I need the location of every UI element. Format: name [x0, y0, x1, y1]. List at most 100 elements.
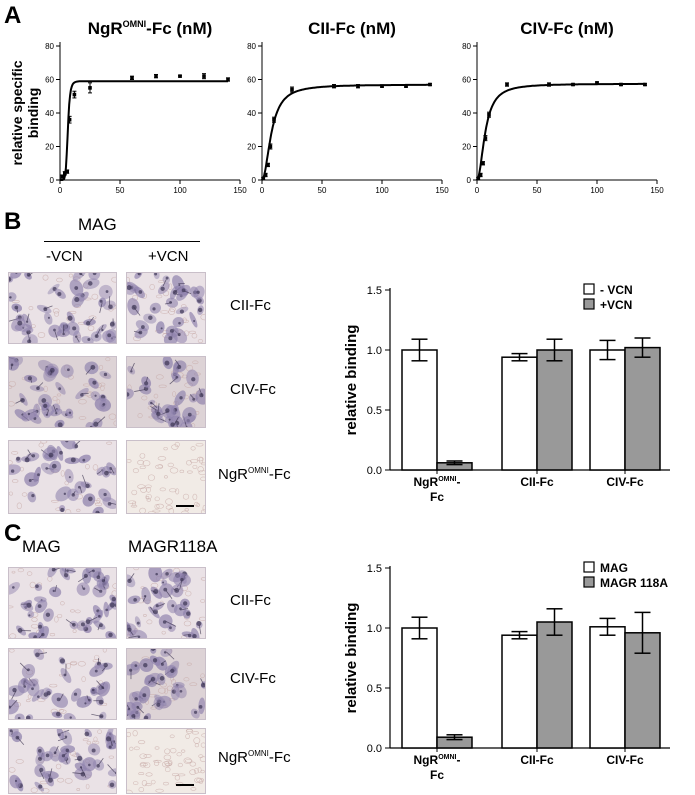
title-superscript: OMNI — [123, 19, 147, 29]
title-part: CIV-Fc (nM) — [520, 19, 614, 38]
micro-speckle — [112, 583, 116, 589]
micro-speckle — [96, 498, 101, 504]
legend-swatch — [583, 298, 595, 310]
micro-nucleus — [84, 731, 90, 737]
data-point — [483, 136, 488, 140]
micro-nucleus — [28, 614, 31, 617]
chart-title: CII-Fc (nM) — [308, 19, 396, 38]
micro-cell — [189, 311, 198, 328]
micro-process — [111, 468, 115, 474]
micro-nucleus — [69, 716, 72, 719]
micro-speckle — [197, 767, 202, 773]
micro-nucleus — [138, 290, 143, 294]
micro-speckle — [127, 459, 132, 463]
micro-cell — [64, 468, 74, 483]
micro-nucleus — [196, 620, 202, 627]
micro-nucleus — [201, 682, 205, 688]
micro-speckle — [9, 767, 16, 773]
micro-speckle — [188, 330, 196, 334]
y-tick-label: 60 — [247, 76, 256, 85]
micro-speckle — [164, 475, 168, 479]
micro-nucleus — [175, 375, 179, 379]
micro-nucleus — [103, 492, 107, 497]
micro-speckle — [139, 453, 146, 459]
micro-nucleus — [103, 662, 108, 668]
micro-nucleus — [9, 276, 12, 282]
y-tick-label: 20 — [462, 143, 471, 152]
micro-speckle — [155, 788, 164, 793]
micro-speckle — [58, 708, 64, 713]
micro-process — [97, 624, 100, 631]
x-tick-label: 150 — [233, 186, 247, 195]
category-label-line2: Fc — [430, 768, 444, 782]
micro-speckle — [37, 332, 46, 338]
micro-speckle — [9, 491, 13, 496]
data-point — [478, 173, 483, 177]
y-tick-label: 20 — [247, 143, 256, 152]
micro-speckle — [138, 786, 145, 793]
micro-nucleus — [98, 614, 101, 618]
micro-speckle — [75, 609, 81, 614]
panel-c-col-mag: MAG — [22, 537, 61, 556]
micro-nucleus — [153, 589, 159, 595]
micro-process — [110, 502, 116, 505]
micro-nucleus — [75, 335, 78, 339]
y-tick-label: 0 — [50, 176, 55, 185]
micro-speckle — [171, 444, 179, 450]
micro-speckle — [27, 694, 32, 699]
micro-nucleus — [74, 286, 79, 290]
micro-nucleus — [25, 715, 31, 719]
micro-speckle — [187, 470, 193, 474]
micro-process — [19, 662, 29, 672]
micro-nucleus — [171, 689, 177, 694]
data-point — [154, 74, 158, 78]
micro-nucleus — [10, 469, 15, 473]
micro-speckle — [26, 699, 31, 703]
micro-nucleus — [114, 771, 116, 775]
data-point — [178, 74, 182, 78]
micro-speckle — [57, 777, 65, 783]
micro-process — [39, 770, 45, 780]
micro-cell — [161, 579, 168, 586]
panel-b-col-minus-vcn: -VCN — [46, 248, 83, 265]
micro-process — [198, 387, 204, 397]
micro-speckle — [141, 395, 148, 401]
micro-speckle — [9, 385, 13, 389]
bar — [501, 634, 538, 749]
micro-speckle — [201, 462, 205, 466]
micro-speckle — [199, 756, 205, 762]
micro-process — [101, 324, 104, 330]
micro-speckle — [9, 605, 14, 609]
micro-process — [93, 587, 100, 592]
micro-speckle — [76, 788, 81, 792]
micro-nucleus — [23, 685, 27, 688]
micro-cell — [27, 491, 37, 503]
micro-nucleus — [57, 291, 62, 297]
micro-speckle — [157, 464, 163, 469]
micro-speckle — [153, 393, 159, 399]
micro-speckle — [146, 498, 151, 502]
panel-b-header-line — [44, 241, 200, 242]
category-part: NgR — [414, 753, 439, 767]
micro-speckle — [138, 772, 145, 776]
data-point — [404, 84, 408, 88]
micro-speckle — [108, 755, 115, 759]
micro-process — [128, 635, 139, 638]
micro-nucleus — [77, 755, 83, 761]
title-part: CII-Fc (nM) — [308, 19, 396, 38]
category-label: CIV-Fc — [606, 753, 644, 767]
micro-speckle — [185, 590, 192, 597]
micro-nucleus — [83, 626, 89, 632]
micrograph-b-civ-plus — [126, 356, 206, 428]
bar — [589, 349, 626, 471]
micro-speckle — [69, 662, 77, 666]
micro-nucleus — [27, 376, 33, 381]
micro-speckle — [132, 781, 139, 786]
micro-speckle — [146, 487, 151, 493]
micro-speckle — [111, 276, 116, 283]
bar — [401, 627, 438, 749]
micro-process — [10, 699, 18, 708]
y-axis-label: relative binding — [343, 325, 360, 436]
micro-process — [106, 471, 112, 473]
micro-nucleus — [136, 621, 140, 625]
